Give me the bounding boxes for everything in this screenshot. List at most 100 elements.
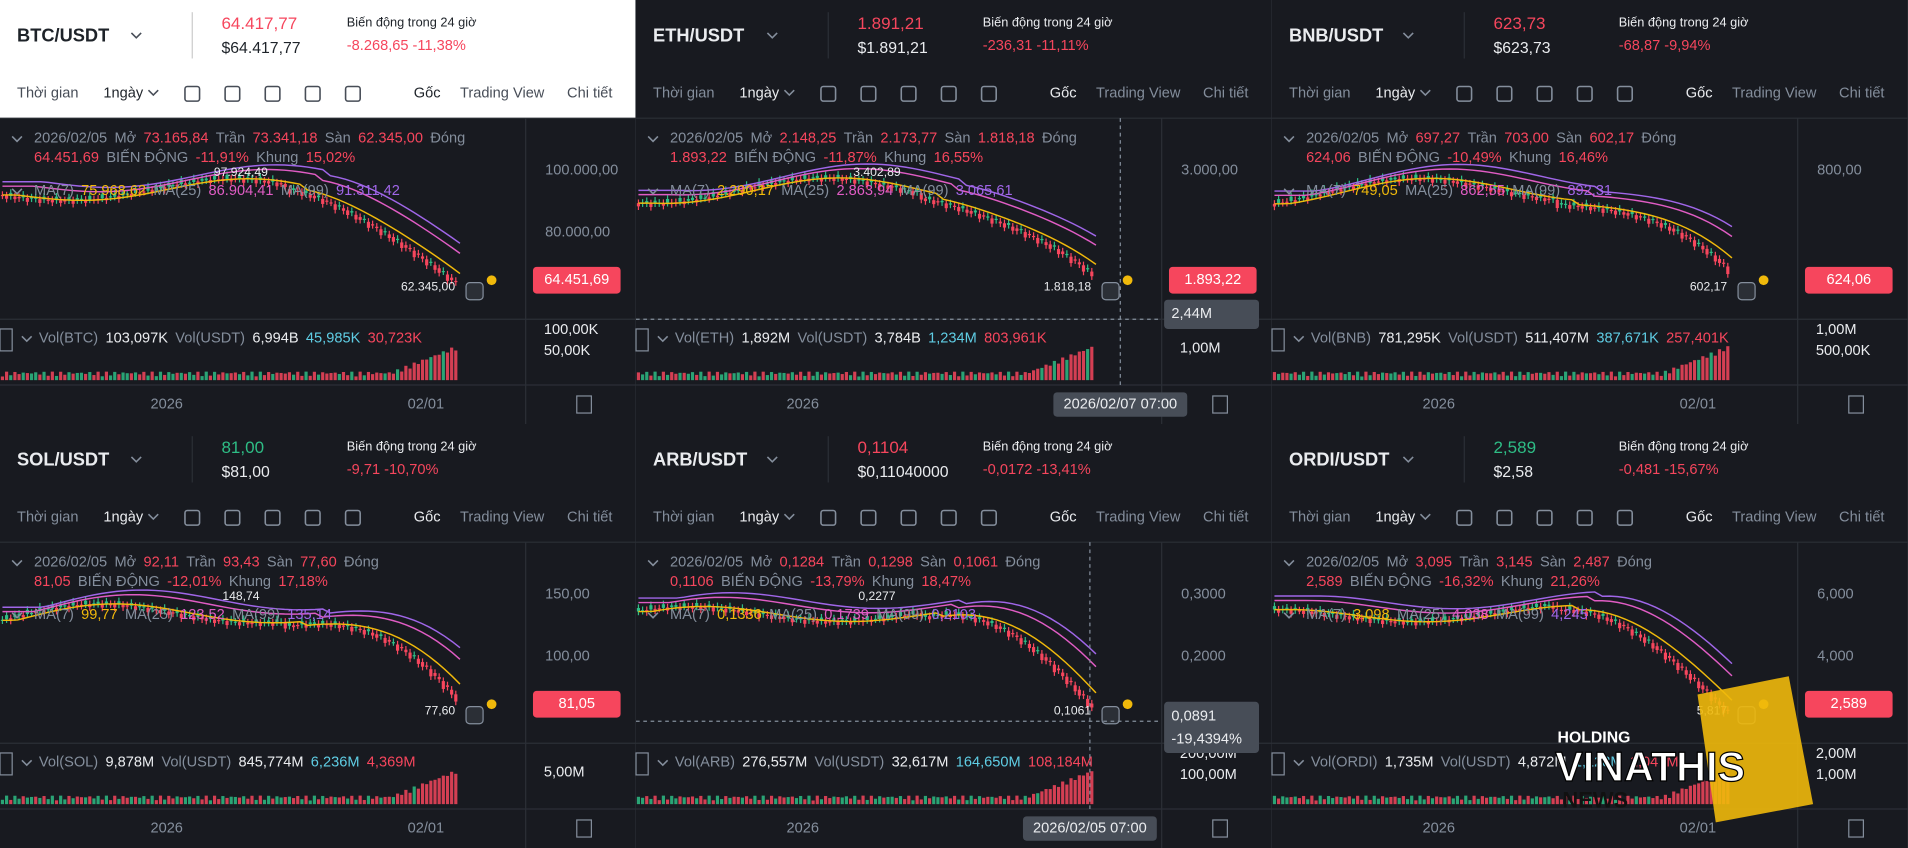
volume-bar (1065, 784, 1069, 805)
toolbar-details[interactable]: Chi tiết (567, 86, 612, 102)
tool-icon[interactable] (304, 85, 321, 102)
tool-icon[interactable] (1496, 509, 1513, 526)
tool-icon[interactable] (820, 509, 837, 526)
tool-icon[interactable] (184, 85, 201, 102)
tool-icon[interactable] (224, 509, 241, 526)
tool-icon[interactable] (1536, 509, 1553, 526)
tool-icon[interactable] (900, 509, 917, 526)
toolbar-trading-view[interactable]: Trading View (1732, 510, 1817, 526)
tool-icon[interactable] (860, 85, 877, 102)
expand-icon[interactable] (576, 819, 592, 838)
marker-dot (1122, 275, 1133, 286)
ohlc-value: 2,589 (1306, 574, 1343, 590)
volume-bar (42, 796, 46, 805)
toolbar-interval[interactable]: 1ngày (103, 510, 143, 526)
pair-name[interactable]: ETH/USDT (653, 24, 744, 45)
toolbar-time[interactable]: Thời gian (1289, 86, 1351, 102)
expand-icon[interactable] (1212, 819, 1228, 838)
candle-body (1701, 245, 1705, 250)
tool-icon[interactable] (860, 509, 877, 526)
toolbar-time[interactable]: Thời gian (17, 510, 79, 526)
ohlc-label: Khung (1509, 150, 1551, 166)
candle-body (1692, 677, 1697, 679)
toolbar-trading-view[interactable]: Trading View (1732, 86, 1817, 102)
volume-bar (990, 372, 994, 381)
toolbar-interval[interactable]: 1ngày (1375, 86, 1415, 102)
toolbar-trading-view[interactable]: Trading View (1096, 510, 1181, 526)
expand-icon[interactable] (1212, 395, 1228, 414)
candle-body (645, 201, 649, 204)
toolbar-original[interactable]: Gốc (1686, 86, 1713, 102)
toolbar-details[interactable]: Chi tiết (1839, 510, 1884, 526)
toolbar-details[interactable]: Chi tiết (567, 510, 612, 526)
toolbar-original[interactable]: Gốc (1050, 510, 1077, 526)
pair-name[interactable]: ARB/USDT (653, 448, 747, 469)
toolbar-interval[interactable]: 1ngày (739, 86, 779, 102)
tool-icon[interactable] (1456, 509, 1473, 526)
tool-icon[interactable] (344, 85, 361, 102)
volume-bar (1555, 795, 1559, 805)
candle-body (961, 206, 965, 209)
expand-icon[interactable] (1848, 819, 1864, 838)
toolbar-time[interactable]: Thời gian (1289, 510, 1351, 526)
toolbar-original[interactable]: Gốc (414, 86, 441, 102)
pair-name[interactable]: SOL/USDT (17, 448, 109, 469)
volume-bar (138, 374, 142, 381)
volume-bar (304, 371, 308, 381)
toolbar-details[interactable]: Chi tiết (1203, 510, 1248, 526)
tool-icon[interactable] (1536, 85, 1553, 102)
tool-icon[interactable] (304, 509, 321, 526)
toolbar-time[interactable]: Thời gian (653, 510, 715, 526)
candle-body (1455, 616, 1460, 619)
pair-name[interactable]: BNB/USDT (1289, 24, 1383, 45)
tool-icon[interactable] (980, 85, 997, 102)
tool-icon[interactable] (1576, 509, 1593, 526)
tool-icon[interactable] (940, 509, 957, 526)
candle-body (441, 681, 445, 689)
toolbar-time[interactable]: Thời gian (653, 86, 715, 102)
toolbar-trading-view[interactable]: Trading View (460, 86, 545, 102)
tool-icon[interactable] (940, 85, 957, 102)
tool-icon[interactable] (184, 509, 201, 526)
expand-icon[interactable] (1848, 395, 1864, 414)
tool-icon[interactable] (264, 509, 281, 526)
tool-icon[interactable] (224, 85, 241, 102)
candle-body (1476, 611, 1480, 616)
pair-name[interactable]: BTC/USDT (17, 24, 109, 45)
toolbar-time[interactable]: Thời gian (17, 86, 79, 102)
volume-bar (1272, 372, 1277, 381)
toolbar-original[interactable]: Gốc (1050, 86, 1077, 102)
tool-icon[interactable] (900, 85, 917, 102)
tool-icon[interactable] (1456, 85, 1473, 102)
toolbar-interval[interactable]: 1ngày (739, 510, 779, 526)
volume-bar (1314, 375, 1318, 381)
tool-icon[interactable] (1616, 85, 1633, 102)
pair-name[interactable]: ORDI/USDT (1289, 448, 1389, 469)
tool-icon[interactable] (980, 509, 997, 526)
toolbar-interval[interactable]: 1ngày (103, 86, 143, 102)
tool-icon[interactable] (1576, 85, 1593, 102)
toolbar-trading-view[interactable]: Trading View (460, 510, 545, 526)
candle-body (333, 204, 337, 210)
toolbar-details[interactable]: Chi tiết (1839, 86, 1884, 102)
toolbar-trading-view[interactable]: Trading View (1096, 86, 1181, 102)
caret (1283, 612, 1295, 619)
candle-body (1493, 612, 1497, 616)
candle-body (146, 607, 150, 613)
tool-icon[interactable] (820, 85, 837, 102)
expand-icon[interactable] (576, 395, 592, 414)
candle-body (346, 210, 350, 216)
moving-average-line (2, 164, 461, 244)
toolbar-original[interactable]: Gốc (414, 510, 441, 526)
tool-icon[interactable] (1496, 85, 1513, 102)
toolbar-original[interactable]: Gốc (1686, 510, 1713, 526)
tool-icon[interactable] (1616, 509, 1633, 526)
volume-bar (63, 799, 67, 805)
toolbar-interval[interactable]: 1ngày (1375, 510, 1415, 526)
toolbar-details[interactable]: Chi tiết (1203, 86, 1248, 102)
candle-body (848, 621, 853, 625)
volume-bar (1061, 357, 1065, 381)
tool-icon[interactable] (344, 509, 361, 526)
tool-icon[interactable] (264, 85, 281, 102)
volume-bar (686, 373, 690, 381)
